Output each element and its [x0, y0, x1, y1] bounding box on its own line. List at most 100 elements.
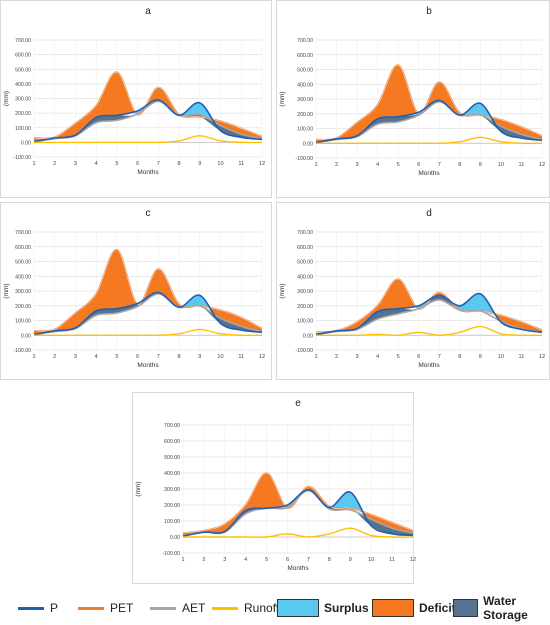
x-tick-label: 12	[410, 557, 416, 563]
x-tick-label: 4	[95, 161, 98, 167]
legend-label-storage: Water Storage	[483, 594, 528, 622]
x-tick-label: 6	[417, 162, 420, 168]
x-axis-label: Months	[418, 170, 440, 177]
x-tick-label: 1	[32, 161, 35, 167]
panel-title: c	[146, 208, 151, 219]
x-tick-label: 5	[265, 557, 268, 563]
x-tick-label: 2	[202, 557, 205, 563]
x-tick-label: 1	[32, 354, 35, 360]
x-tick-label: 2	[53, 161, 56, 167]
y-tick-label: 700.00	[15, 230, 31, 236]
y-tick-label: 100.00	[164, 519, 180, 525]
y-tick-label: 100.00	[15, 126, 31, 132]
x-tick-label: 11	[389, 557, 395, 563]
x-tick-label: 10	[498, 162, 504, 168]
y-tick-label: 0.00	[303, 333, 313, 339]
y-tick-label: 100.00	[15, 319, 31, 325]
legend-label-runoff: Runoff	[244, 601, 280, 615]
p-line	[33, 99, 263, 143]
legend-item-deficit: Deficit	[372, 594, 456, 622]
legend-item-storage: Water Storage	[453, 594, 550, 622]
x-tick-label: 1	[181, 557, 184, 563]
y-tick-label: 400.00	[15, 274, 31, 280]
y-tick-label: -100.00	[295, 156, 313, 162]
y-tick-label: 200.00	[297, 304, 313, 310]
panel-title: a	[145, 6, 151, 17]
runoff-line	[316, 136, 543, 145]
legend-swatch-storage	[453, 599, 479, 617]
x-tick-label: 9	[479, 162, 482, 168]
figure-panels: -100.000.00100.00200.00300.00400.00500.0…	[0, 0, 550, 584]
p-line	[33, 291, 263, 336]
legend-item-pet: PET	[78, 594, 133, 622]
pet-line-highlight	[33, 71, 263, 139]
x-tick-label: 4	[376, 162, 379, 168]
y-tick-label: 600.00	[297, 245, 313, 251]
x-tick-label: 9	[198, 354, 201, 360]
y-tick-label: 700.00	[297, 38, 313, 44]
chart-panel-e: -100.00 0.00 100.00 200.00 300.00 400.00 500.0…	[132, 392, 416, 584]
y-tick-label: 300.00	[15, 289, 31, 295]
x-tick-label: 8	[178, 354, 181, 360]
x-tick-label: 9	[349, 557, 352, 563]
water-storage-area	[183, 489, 413, 537]
y-tick-label: 600.00	[297, 53, 313, 59]
x-tick-label: 6	[136, 161, 139, 167]
x-tick-label: 10	[217, 161, 223, 167]
legend-item-surplus: Surplus	[277, 594, 369, 622]
x-tick-label: 1	[314, 354, 317, 360]
y-tick-label: 300.00	[297, 289, 313, 295]
panel-title: b	[426, 6, 432, 17]
y-tick-label: 200.00	[297, 112, 313, 118]
y-tick-label: -100.00	[295, 348, 313, 354]
x-tick-label: 5	[397, 354, 400, 360]
y-tick-label: 0.00	[21, 140, 31, 146]
y-tick-label: 600.00	[15, 53, 31, 59]
y-tick-label: 700.00	[164, 423, 180, 429]
p-line	[182, 489, 414, 537]
panel-title: d	[426, 208, 432, 219]
x-tick-label: 3	[74, 161, 77, 167]
p-line	[315, 99, 543, 144]
y-axis-label: (mm)	[3, 91, 10, 106]
pet-line-highlight	[315, 64, 543, 141]
x-tick-label: 2	[335, 354, 338, 360]
x-tick-label: 4	[244, 557, 247, 563]
x-tick-label: 8	[458, 162, 461, 168]
x-tick-label: 7	[307, 557, 310, 563]
y-tick-label: 500.00	[297, 260, 313, 266]
legend-swatch-surplus	[277, 599, 319, 617]
x-tick-label: 6	[136, 354, 139, 360]
x-axis-label: Months	[137, 169, 159, 176]
y-tick-label: 600.00	[164, 439, 180, 445]
panel-title: e	[295, 398, 301, 409]
x-axis-label: Months	[287, 565, 309, 572]
x-tick-label: 12	[539, 162, 545, 168]
x-tick-label: 6	[417, 354, 420, 360]
legend-label-deficit: Deficit	[419, 601, 456, 615]
legend-swatch-runoff	[212, 606, 238, 610]
y-tick-label: 200.00	[15, 111, 31, 117]
chart-panel-c: -100.00 0.00 100.00 200.00 300.00 400.00 500.0…	[0, 202, 272, 380]
x-tick-label: 10	[368, 557, 374, 563]
x-tick-label: 8	[458, 354, 461, 360]
y-tick-label: 500.00	[15, 260, 31, 266]
runoff-line	[34, 328, 263, 337]
x-tick-label: 3	[356, 162, 359, 168]
x-tick-label: 1	[314, 162, 317, 168]
pet-line-highlight	[315, 278, 543, 333]
x-tick-label: 7	[157, 354, 160, 360]
x-tick-label: 10	[498, 354, 504, 360]
legend-swatch-pet	[78, 606, 104, 610]
x-tick-label: 4	[95, 354, 98, 360]
x-tick-label: 5	[115, 161, 118, 167]
panel-frame	[0, 0, 272, 198]
y-tick-label: 500.00	[164, 455, 180, 461]
y-axis-label: (mm)	[279, 91, 286, 106]
y-tick-label: 200.00	[15, 304, 31, 310]
legend-label-p: P	[50, 601, 59, 615]
runoff-line	[183, 527, 414, 538]
y-tick-label: 600.00	[15, 245, 31, 251]
y-tick-label: 400.00	[297, 274, 313, 280]
legend-swatch-aet	[150, 606, 176, 610]
